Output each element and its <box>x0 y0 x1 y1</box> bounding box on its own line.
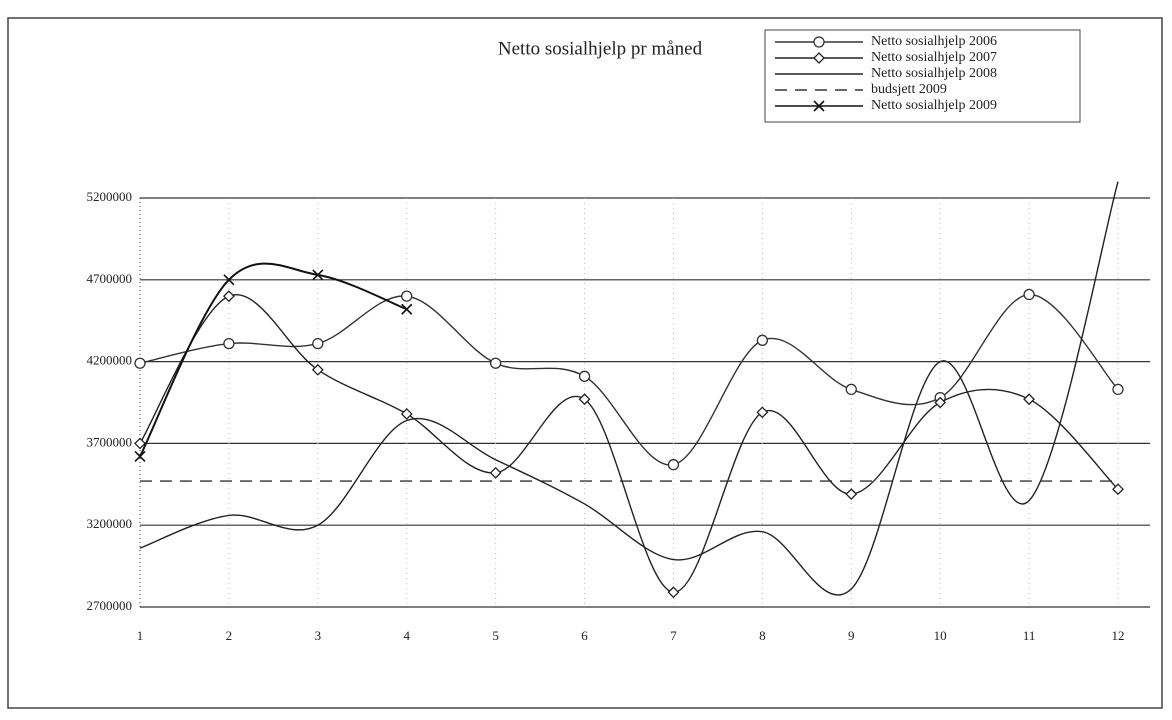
x-tick-label: 4 <box>403 628 410 643</box>
x-tick-label: 1 <box>137 628 144 643</box>
y-tick-label: 5200000 <box>87 189 133 204</box>
legend-marker <box>813 52 825 64</box>
data-point <box>845 383 857 396</box>
legend-marker <box>813 36 825 48</box>
data-point <box>223 274 235 286</box>
y-tick-label: 3700000 <box>87 434 133 449</box>
data-point <box>401 290 413 302</box>
data-point <box>223 337 235 350</box>
data-point <box>845 488 858 501</box>
x-tick-label: 12 <box>1112 628 1125 643</box>
y-tick-label: 3200000 <box>87 516 133 531</box>
data-point <box>400 408 413 420</box>
x-tick-label: 9 <box>848 628 855 643</box>
legend-label: Netto sosialhjelp 2008 <box>871 66 997 81</box>
legend-label: Netto sosialhjelp 2007 <box>871 50 997 65</box>
series-line <box>139 293 1119 466</box>
data-point <box>134 450 146 463</box>
data-point <box>667 586 680 599</box>
chart-frame <box>7 17 1163 709</box>
x-tick-label: 2 <box>226 628 233 643</box>
y-tick-label: 2700000 <box>87 598 133 613</box>
data-point <box>312 337 324 350</box>
x-tick-label: 3 <box>315 628 322 643</box>
legend-label: Netto sosialhjelp 2009 <box>871 98 997 113</box>
legend-label: budsjett 2009 <box>871 82 947 97</box>
legend-label: Netto sosialhjelp 2006 <box>871 34 997 49</box>
data-point <box>134 437 146 450</box>
data-point <box>311 363 324 376</box>
data-point <box>489 357 502 369</box>
chart-title: Netto sosialhjelp pr måned <box>498 38 703 59</box>
data-point <box>1023 288 1035 301</box>
series-line <box>139 262 408 457</box>
legend-marker <box>813 100 825 112</box>
y-tick-label: 4200000 <box>87 353 133 368</box>
data-point <box>1023 393 1036 406</box>
data-point <box>578 370 591 382</box>
data-point <box>934 396 947 409</box>
series-line <box>139 181 1119 596</box>
data-point <box>756 406 769 419</box>
x-tick-label: 8 <box>759 628 766 643</box>
x-tick-label: 5 <box>492 628 499 643</box>
data-point <box>1112 483 1124 496</box>
data-point <box>756 334 769 346</box>
data-point <box>222 290 235 303</box>
data-point <box>312 269 324 281</box>
data-point <box>578 393 591 406</box>
data-point <box>667 459 680 471</box>
y-tick-label: 4700000 <box>87 271 133 286</box>
data-point <box>401 303 413 315</box>
data-point <box>1112 383 1124 396</box>
data-point <box>489 466 502 479</box>
data-point <box>134 357 146 369</box>
x-tick-label: 10 <box>934 628 947 643</box>
x-tick-label: 6 <box>581 628 588 643</box>
x-tick-label: 11 <box>1023 628 1036 643</box>
x-tick-label: 7 <box>670 628 677 643</box>
